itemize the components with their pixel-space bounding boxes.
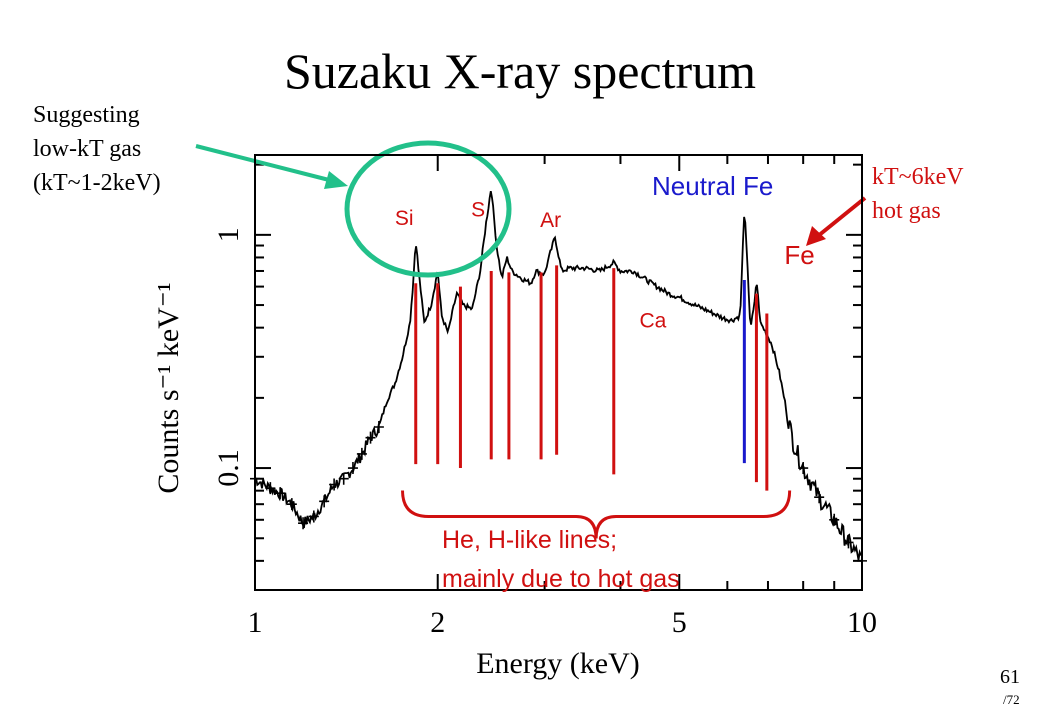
x-tick-label: 1	[248, 606, 263, 639]
y-tick-label: 0.1	[212, 449, 245, 487]
low-kt-note-line-3: (kT~1-2keV)	[33, 170, 161, 196]
low-kt-note: Suggesting low-kT gas (kT~1-2keV)	[33, 98, 161, 200]
spectrum-point	[798, 462, 809, 475]
spectrum-series-line	[254, 191, 863, 561]
spectrum-point	[265, 482, 276, 495]
element-label: Fe	[784, 240, 814, 270]
low-kt-arrow-line	[195, 144, 334, 183]
spectrum-point	[319, 495, 330, 508]
spectrum-point	[814, 491, 825, 504]
x-tick-label: 2	[430, 606, 445, 639]
low-kt-ellipse	[344, 140, 512, 278]
hot-gas-note-line-1: kT~6keV	[872, 164, 964, 190]
spectrum-point	[308, 510, 319, 523]
low-kt-arrow-head	[324, 171, 348, 189]
hot-gas-note: kT~6keV hot gas	[872, 160, 964, 228]
x-tick-label: 10	[847, 606, 877, 639]
y-tick-label: 1	[212, 227, 245, 242]
hot-gas-arrow-head	[806, 226, 826, 246]
plot-frame	[254, 154, 863, 591]
bracket-label-line-1: He, H-like lines;	[442, 526, 617, 554]
spectrum-point	[373, 420, 384, 433]
hot-gas-arrow-line	[816, 196, 867, 238]
slide-title: Suzaku X-ray spectrum	[283, 43, 757, 99]
spectrum-point	[298, 517, 309, 530]
page-total: /72	[1003, 692, 1020, 707]
spectrum-point	[365, 431, 376, 444]
element-label: Ca	[640, 310, 667, 333]
element-label: S	[471, 198, 485, 221]
spectrum-point	[347, 462, 358, 475]
element-label: Ar	[540, 209, 561, 232]
spectrum-point	[275, 487, 286, 500]
neutral-fe-label: Neutral Fe	[652, 171, 773, 201]
page-number: 61	[1000, 666, 1020, 688]
spectrum-point	[329, 478, 340, 491]
spectrum-point	[829, 513, 840, 526]
bracket-label-line-2: mainly due to hot gas	[442, 565, 680, 593]
spectrum-point	[286, 498, 297, 511]
spectrum-point	[356, 447, 367, 460]
y-axis-label: Counts s⁻¹ keV⁻¹	[152, 282, 185, 493]
spectrum-point	[843, 536, 854, 549]
hot-gas-note-line-2: hot gas	[872, 198, 941, 224]
low-kt-note-line-2: low-kT gas	[33, 136, 142, 162]
x-tick-label: 5	[672, 606, 687, 639]
spectrum-point	[338, 472, 349, 485]
element-label: Si	[395, 207, 414, 230]
x-axis-label: Energy (keV)	[476, 647, 640, 680]
low-kt-note-line-1: Suggesting	[33, 102, 140, 128]
